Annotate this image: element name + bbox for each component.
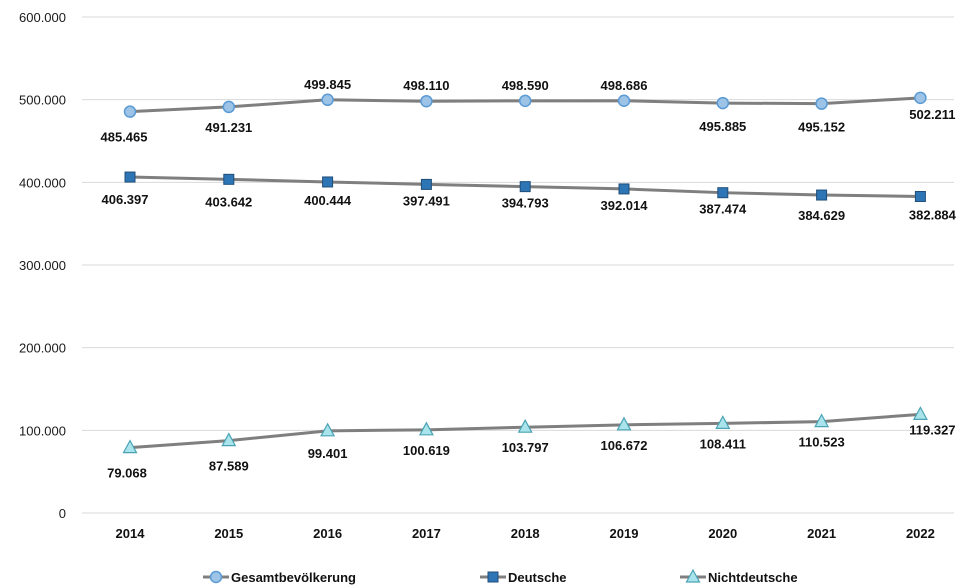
x-axis: 2014 2015 2016 2017 2018 2019 2020 2021 2022 [116,526,935,541]
data-label: 384.629 [798,208,845,223]
data-label: 403.642 [205,194,252,209]
series-deutsche: 406.397 403.642 400.444 397.491 394.793 392.0… [102,171,956,223]
legend-label: Gesamtbevölkerung [231,570,356,585]
data-point [517,418,533,433]
data-label: 79.068 [107,466,147,481]
data-point [914,190,926,202]
y-tick-label: 300.000 [19,258,66,273]
data-label: 119.327 [909,422,955,437]
data-label: 406.397 [102,192,149,207]
data-point [618,183,630,195]
legend-marker [209,570,223,584]
legend-marker [685,568,701,583]
data-label: 498.686 [601,78,648,93]
data-label: 502.211 [909,107,955,122]
data-point [124,171,136,183]
data-point [519,181,531,193]
x-tick-label: 2022 [906,526,935,541]
y-tick-label: 500.000 [19,93,66,108]
data-label: 495.885 [699,119,746,134]
data-point [223,173,235,185]
data-label: 110.523 [798,435,844,450]
data-point [717,187,729,199]
y-tick-label: 400.000 [19,175,66,190]
data-label: 382.884 [909,207,956,222]
data-point [815,97,828,110]
data-label: 392.014 [601,198,649,213]
data-point [914,91,927,105]
data-label: 495.152 [798,120,845,135]
data-label: 400.444 [304,193,352,208]
data-label: 394.793 [502,196,549,211]
x-tick-label: 2019 [610,526,639,541]
data-point [123,105,137,118]
data-point [715,415,731,429]
legend-item: Deutsche [480,570,567,585]
data-label: 485.465 [101,130,148,145]
x-tick-label: 2020 [708,526,737,541]
legend-label: Nichtdeutsche [708,570,798,585]
y-tick-label: 600.000 [19,10,66,25]
series-gesamtbevölkerung: 485.465 491.231 499.845 498.110 498.590 498.6… [101,77,956,145]
data-point [616,416,632,431]
data-label: 100.619 [403,443,450,458]
data-point [321,93,334,107]
data-label: 99.401 [308,446,348,461]
data-label: 108.411 [700,436,746,451]
x-tick-label: 2018 [511,526,540,541]
data-point [322,176,334,188]
data-label: 106.672 [601,438,648,453]
legend: Gesamtbevölkerung Deutsche Nichtdeutsche [203,568,798,585]
data-label: 498.590 [502,78,549,93]
y-tick-label: 200.000 [19,341,66,356]
data-point [816,189,828,201]
data-point [222,100,236,114]
data-point [320,422,336,437]
data-label: 387.474 [699,202,747,217]
x-tick-label: 2014 [116,526,146,541]
x-tick-label: 2016 [313,526,342,541]
data-label: 499.845 [304,77,351,92]
data-point [617,94,631,108]
data-label: 498.110 [403,78,449,93]
data-point [420,178,432,190]
y-tick-label: 100.000 [19,423,66,438]
series-group: 485.465 491.231 499.845 498.110 498.590 498.6… [101,77,956,481]
data-point [420,94,433,108]
data-point [518,94,532,108]
legend-label: Deutsche [508,570,567,585]
x-tick-label: 2017 [412,526,441,541]
x-tick-label: 2015 [214,526,243,541]
data-label: 103.797 [502,440,549,455]
data-point [122,439,138,454]
data-label: 491.231 [205,120,252,135]
data-point [814,413,830,428]
data-point [716,96,730,110]
data-point [418,421,434,436]
data-point [912,406,928,420]
y-axis: 0 100.000 200.000 300.000 400.000 500.000 600.… [19,10,66,521]
data-point [221,432,237,447]
legend-item: Nichtdeutsche [680,568,798,585]
x-tick-label: 2021 [807,526,836,541]
data-label: 87.589 [209,459,249,474]
legend-item: Gesamtbevölkerung [203,570,356,585]
series-nichtdeutsche: 79.068 87.589 99.401 100.619 103.797 106.672 1… [107,406,956,481]
data-label: 397.491 [403,193,450,208]
y-tick-label: 0 [59,506,66,521]
legend-marker [487,571,499,583]
